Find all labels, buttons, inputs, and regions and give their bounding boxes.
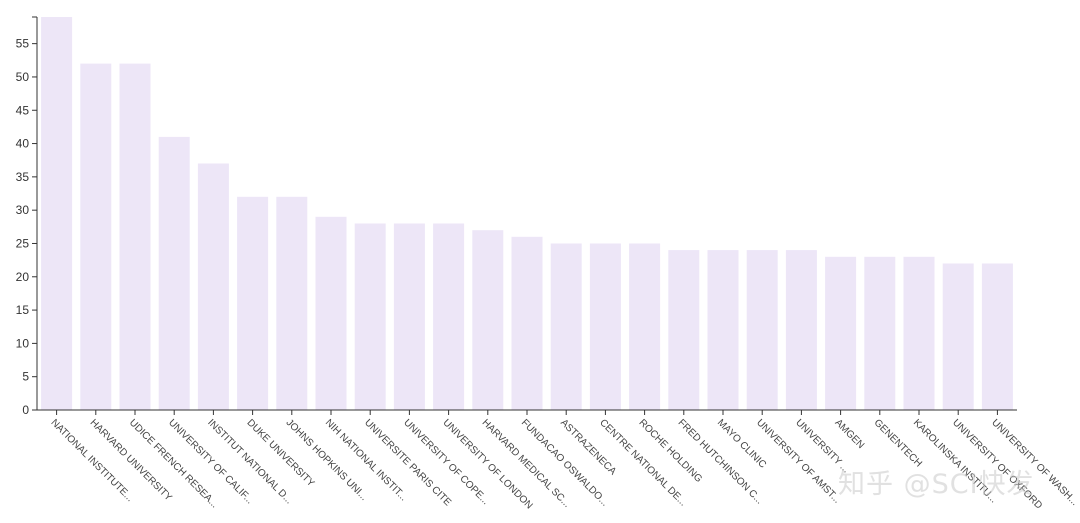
y-tick-label: 40	[16, 137, 30, 151]
bar	[589, 243, 621, 410]
y-tick-label: 30	[16, 203, 30, 217]
bar	[550, 243, 582, 410]
bar	[746, 250, 778, 410]
bar	[237, 196, 269, 410]
y-tick-label: 45	[16, 103, 30, 117]
bar	[119, 63, 151, 410]
watermark-text: 知乎 @SCI快发	[838, 469, 1035, 500]
y-tick-label: 55	[16, 37, 30, 51]
bar	[942, 263, 974, 410]
bar	[472, 230, 504, 410]
y-axis: 0 5 10 15 20 25 30 35 40 45 50 55	[16, 16, 38, 417]
y-tick-label: 20	[16, 270, 30, 284]
y-tick-label: 35	[16, 170, 30, 184]
bar	[158, 136, 190, 410]
bar	[41, 17, 73, 410]
bar	[629, 243, 661, 410]
y-tick-label: 25	[16, 236, 30, 250]
bar	[197, 163, 229, 410]
bars-group	[41, 17, 1013, 410]
bar	[276, 196, 308, 410]
x-tick-label: AMGEN	[832, 417, 866, 451]
bar	[80, 63, 112, 410]
y-tick-label: 0	[22, 403, 29, 417]
bar	[393, 223, 425, 410]
bar	[825, 256, 857, 410]
bar	[511, 236, 543, 410]
x-tick-label: JOHNS HOPKINS UNI...	[284, 417, 370, 503]
x-tick-label: DUKE UNIVERSITY	[244, 417, 316, 489]
bar	[315, 216, 347, 410]
y-tick-label: 5	[22, 370, 29, 384]
bar	[785, 250, 817, 410]
y-tick-label: 50	[16, 70, 30, 84]
x-tick-label: NATIONAL INSTITUTE...	[48, 417, 135, 504]
bar	[433, 223, 465, 410]
bar	[903, 256, 935, 410]
bar	[707, 250, 739, 410]
y-tick-label: 10	[16, 336, 30, 350]
bar	[864, 256, 896, 410]
bar	[981, 263, 1013, 410]
y-tick-label: 15	[16, 303, 30, 317]
bar	[354, 223, 386, 410]
bar	[668, 250, 700, 410]
